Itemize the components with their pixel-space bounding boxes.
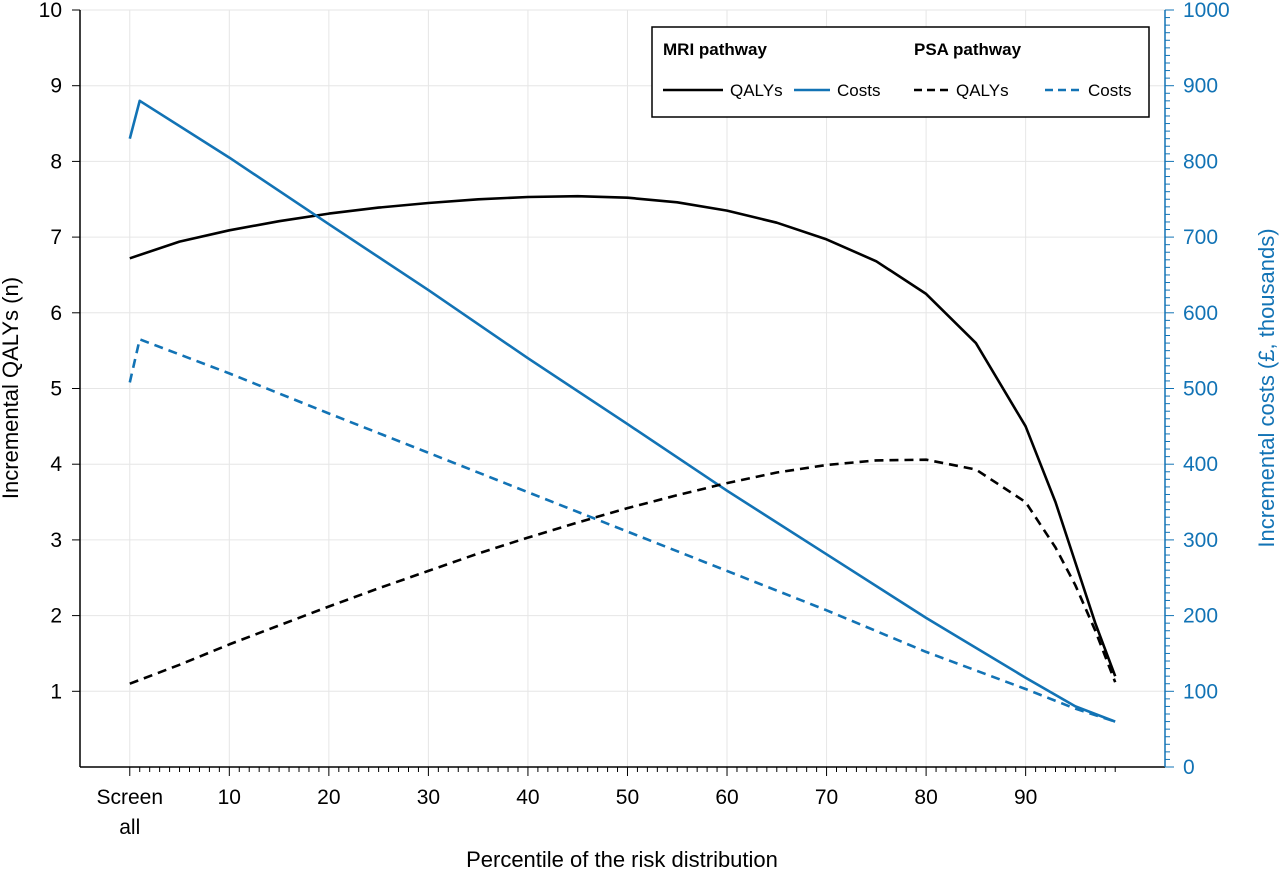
y-tick-label-0: 1 — [50, 680, 62, 703]
series-line-mri-qalys — [129, 194, 1117, 677]
legend-label-mri-qalys: QALYs — [730, 81, 783, 100]
x-tick-label-1: 10 — [218, 786, 241, 809]
y-tick-label-5: 6 — [50, 302, 62, 325]
y-tick-label-9: 10 — [39, 0, 62, 22]
y2-tick-label-0: 0 — [1183, 756, 1195, 779]
series-line-mri-costs — [128, 99, 1116, 723]
legend-label-psa-costs: Costs — [1088, 81, 1131, 100]
series-layer — [128, 99, 1117, 723]
x-tick-label-9: 90 — [1014, 786, 1037, 809]
y-tick-label-1: 2 — [50, 605, 62, 628]
y2-tick-label-5: 500 — [1183, 378, 1218, 401]
y-tick-label-8: 9 — [50, 75, 62, 98]
legend-box — [651, 26, 1150, 118]
y2-tick-label-10: 1000 — [1183, 0, 1230, 22]
grid — [80, 9, 1165, 767]
legend-group-psa: PSA pathway — [914, 40, 1022, 59]
y2-tick-label-2: 200 — [1183, 605, 1218, 628]
y-tick-label-6: 7 — [50, 226, 62, 249]
y2-tick-label-1: 100 — [1183, 680, 1218, 703]
legend-label-psa-qalys: QALYs — [956, 81, 1009, 100]
legend: MRI pathway PSA pathway QALYs Costs QALY… — [651, 26, 1150, 118]
y2-axis-title: Incremental costs (£, thousands) — [1254, 228, 1279, 547]
x-tick-label-0: Screen all — [96, 786, 163, 839]
x-tick-label-6: 60 — [715, 786, 738, 809]
y-axis-title: Incremental QALYs (n) — [0, 277, 23, 499]
y2-tick-label-8: 800 — [1183, 150, 1218, 173]
y-tick-label-7: 8 — [50, 150, 62, 173]
y2-tick-label-6: 600 — [1183, 302, 1218, 325]
x-tick-label-4: 40 — [516, 786, 539, 809]
x-axis-title: Percentile of the risk distribution — [466, 847, 778, 870]
x-tick-label-8: 80 — [914, 786, 937, 809]
x-tick-label-5: 50 — [616, 786, 639, 809]
series-line-psa-qalys — [129, 458, 1117, 685]
y2-tick-label-4: 400 — [1183, 453, 1218, 476]
x-tick-label-3: 30 — [417, 786, 440, 809]
x-tick-label-7: 70 — [815, 786, 838, 809]
legend-label-mri-costs: Costs — [837, 81, 880, 100]
y-tick-label-2: 3 — [50, 529, 62, 552]
y-tick-label-4: 5 — [50, 378, 62, 401]
x-tick-label-2: 20 — [317, 786, 340, 809]
series-line-psa-costs — [128, 337, 1116, 723]
y2-tick-label-7: 700 — [1183, 226, 1218, 249]
y-tick-label-3: 4 — [50, 453, 62, 476]
y2-tick-label-3: 300 — [1183, 529, 1218, 552]
legend-group-mri: MRI pathway — [663, 40, 767, 59]
y2-tick-label-9: 900 — [1183, 75, 1218, 98]
